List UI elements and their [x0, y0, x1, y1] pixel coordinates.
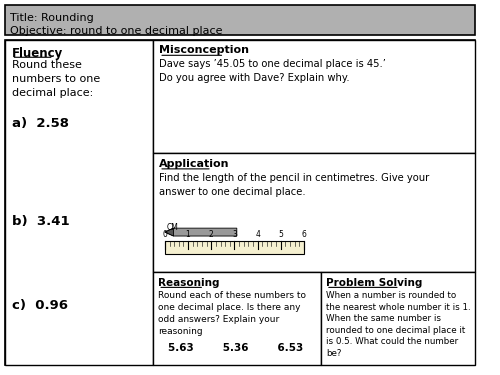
- FancyBboxPatch shape: [154, 153, 474, 272]
- Text: 5: 5: [278, 230, 283, 239]
- Text: a)  2.58: a) 2.58: [12, 117, 68, 129]
- Text: Reasoning: Reasoning: [158, 278, 220, 288]
- Text: 5.63        5.36        6.53: 5.63 5.36 6.53: [168, 343, 303, 352]
- Text: c)  0.96: c) 0.96: [12, 299, 68, 312]
- Text: b)  3.41: b) 3.41: [12, 215, 69, 228]
- Text: 3: 3: [232, 230, 237, 239]
- Text: Misconception: Misconception: [159, 45, 249, 56]
- Text: Fluency: Fluency: [12, 47, 63, 60]
- Text: CM: CM: [167, 223, 178, 232]
- Text: When a number is rounded to
the nearest whole number it is 1.
When the same numb: When a number is rounded to the nearest …: [326, 291, 470, 358]
- Polygon shape: [165, 228, 173, 236]
- Text: Objective: round to one decimal place: Objective: round to one decimal place: [10, 26, 222, 36]
- Text: Title: Rounding: Title: Rounding: [10, 13, 94, 23]
- Polygon shape: [165, 228, 237, 236]
- Text: Problem Solving: Problem Solving: [326, 278, 422, 288]
- FancyBboxPatch shape: [5, 39, 154, 365]
- FancyBboxPatch shape: [5, 5, 474, 34]
- Text: Round each of these numbers to
one decimal place. Is there any
odd answers? Expl: Round each of these numbers to one decim…: [158, 291, 306, 336]
- Text: 6: 6: [302, 230, 306, 239]
- Text: Dave says ’45.05 to one decimal place is 45.’
Do you agree with Dave? Explain wh: Dave says ’45.05 to one decimal place is…: [159, 59, 386, 83]
- Text: Application: Application: [159, 159, 230, 169]
- Text: Find the length of the pencil in centimetres. Give your
answer to one decimal pl: Find the length of the pencil in centime…: [159, 173, 429, 197]
- Text: 2: 2: [209, 230, 214, 239]
- FancyBboxPatch shape: [5, 39, 474, 365]
- Text: 0: 0: [162, 230, 168, 239]
- FancyBboxPatch shape: [165, 241, 304, 254]
- Text: Round these
numbers to one
decimal place:: Round these numbers to one decimal place…: [12, 60, 100, 98]
- Text: 1: 1: [186, 230, 190, 239]
- FancyBboxPatch shape: [154, 272, 321, 365]
- Text: 4: 4: [255, 230, 260, 239]
- FancyBboxPatch shape: [154, 39, 474, 153]
- FancyBboxPatch shape: [321, 272, 474, 365]
